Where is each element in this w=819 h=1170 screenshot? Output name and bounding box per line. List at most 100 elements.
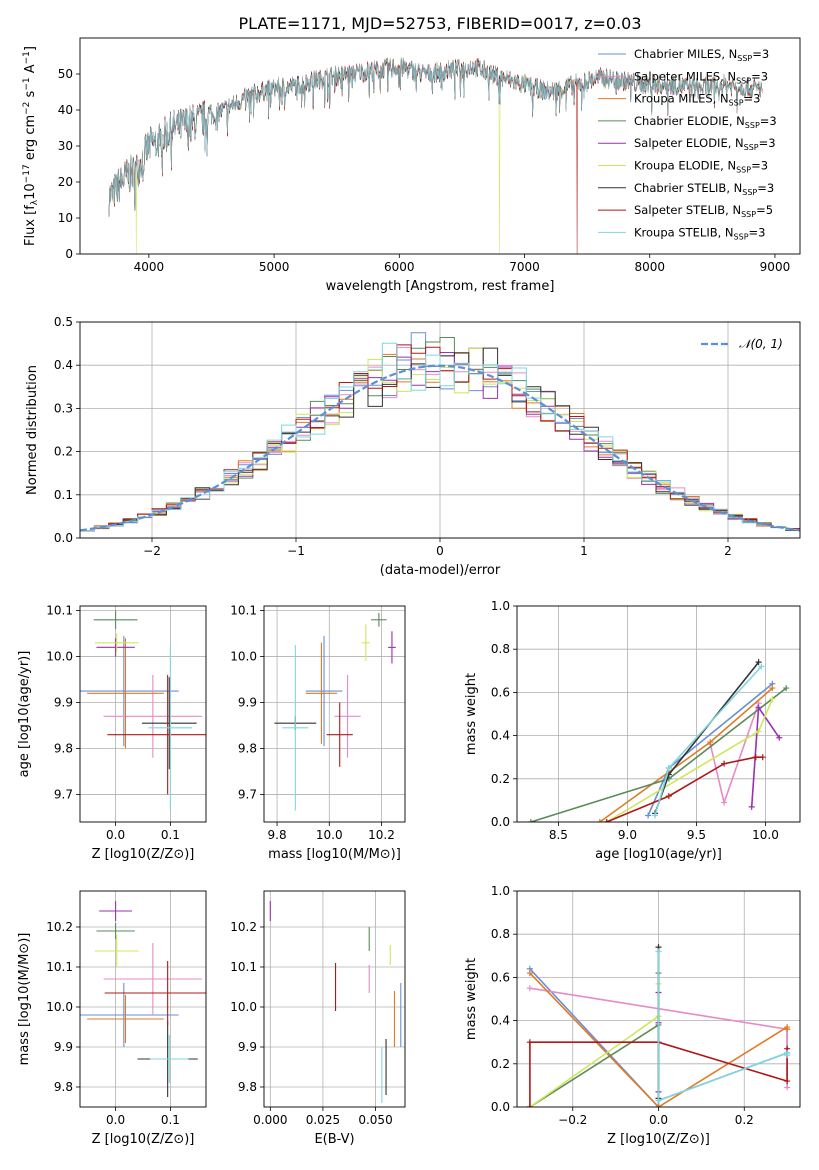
x-axis-label: (data-model)/error [380, 563, 501, 578]
axes-frame [79, 890, 207, 1108]
plus-marker [784, 1084, 791, 1091]
line-path [599, 687, 773, 822]
plus-marker [755, 659, 762, 666]
point-chabrier-miles [305, 635, 343, 747]
x-tick-label: 6000 [384, 260, 415, 274]
histogram-kroupa-stelib [80, 342, 800, 532]
point-chabrier-stelib [141, 677, 197, 770]
panel-residuals: −2 −1 0 1 2 0.0 0.1 0.2 0.3 0.4 0.5 (data-model)/er… [25, 315, 801, 578]
plus-marker [759, 754, 766, 761]
y-tick-label: 9.8 [54, 1080, 73, 1094]
panel-massweight_vs_age: 8.5 9.0 9.5 10.0 0.0 0.2 0.4 0.6 0.8 1.0 age [log1… [464, 599, 801, 862]
line-path [709, 702, 760, 806]
y-tick-label: 0.4 [491, 729, 510, 743]
plus-marker [784, 1052, 791, 1059]
y-tick-label: 9.8 [238, 1080, 257, 1094]
y-tick-label: 10.2 [46, 920, 73, 934]
plus-marker [596, 819, 603, 822]
y-axis-label: Normed distribution [25, 365, 40, 495]
plus-marker [748, 803, 755, 810]
y-tick-label: 0.0 [54, 531, 73, 545]
axes-frame [263, 605, 406, 823]
plot-area [80, 610, 206, 811]
point-kroupa-elodie [94, 935, 139, 967]
plus-marker [665, 793, 672, 800]
panel-age_vs_Z: 0.0 0.1 9.7 9.8 9.9 10.0 10.1 Z [log10(Z/Z⊙)] ag… [17, 604, 207, 862]
y-tick-label: 10.1 [230, 960, 257, 974]
x-tick-label: −2 [143, 544, 161, 558]
normal-curve [80, 364, 800, 532]
y-tick-label: 0.2 [54, 445, 73, 459]
y-tick-label: 10.1 [46, 604, 73, 618]
point-salpeter-miles [334, 674, 361, 758]
x-tick-label: 0 [436, 544, 444, 558]
plus-marker [784, 1078, 791, 1085]
y-tick-label: 0.2 [491, 772, 510, 786]
point-kroupa-stelib [148, 645, 193, 811]
x-tick-label: 0.0 [106, 1113, 125, 1127]
axes-frame [263, 890, 406, 1108]
legend-label-chabrier-miles: Chabrier MILES, NSSP=3 [634, 47, 769, 63]
x-tick-label: 1 [580, 544, 588, 558]
histogram-chabrier-elodie [80, 337, 800, 532]
x-tick-label: 5000 [259, 260, 290, 274]
line-chabrier-elodie [527, 685, 790, 822]
axes-frame [79, 605, 207, 823]
legend-label-salpeter-miles: Salpeter MILES, NSSP=3 [634, 69, 768, 85]
line-salpeter-stelib [603, 754, 766, 822]
x-axis-label: mass [log10(M/M⊙)] [268, 847, 401, 862]
plus-marker [655, 948, 662, 955]
plus-marker [655, 1104, 662, 1107]
plus-marker [603, 819, 610, 822]
y-tick-label: 1.0 [491, 884, 510, 898]
x-axis-label: wavelength [Angstrom, rest frame] [326, 279, 555, 294]
point-salpeter-miles [103, 674, 203, 758]
legend-label-kroupa-elodie: Kroupa ELODIE, NSSP=3 [634, 159, 768, 175]
point-salpeter-elodie [96, 638, 135, 657]
plus-marker [665, 765, 672, 771]
panel-spectrum: 4000 5000 6000 7000 8000 9000 0 10 20 30 40 50 wavel… [22, 37, 801, 294]
x-axis-label: Z [log10(Z/Z⊙)] [92, 1132, 195, 1147]
y-tick-label: 9.8 [238, 741, 257, 755]
plus-marker [645, 812, 652, 819]
x-axis-label: age [log10(age/yr)] [595, 847, 722, 862]
line-path [529, 983, 660, 1107]
plus-marker [758, 663, 765, 670]
point-kroupa-stelib [150, 1035, 189, 1083]
x-tick-label: 4000 [134, 260, 165, 274]
y-tick-label: 10.0 [230, 1000, 257, 1014]
plot-area [80, 332, 800, 532]
legend-label-salpeter-stelib: Salpeter STELIB, NSSP=5 [634, 203, 773, 219]
plot-area [527, 659, 790, 822]
point-chabrier-miles [80, 635, 179, 747]
x-tick-label: 9000 [760, 260, 791, 274]
x-axis-label: E(B-V) [314, 1132, 354, 1147]
point-kroupa-elodie [94, 633, 139, 652]
y-tick-label: 30 [58, 139, 73, 153]
x-tick-label: 10.2 [368, 828, 395, 842]
point-kroupa-stelib [282, 645, 309, 811]
y-axis-label: mass weight [464, 958, 479, 1040]
point-salpeter-elodie [99, 901, 133, 921]
point-salpeter-elodie [388, 631, 396, 664]
plus-marker [783, 685, 790, 692]
x-tick-label: 0.000 [253, 1113, 287, 1127]
x-tick-label: 8000 [634, 260, 665, 274]
point-salpeter-stelib [107, 674, 206, 795]
point-chabrier-miles [80, 983, 179, 1047]
point-chabrier-elodie [93, 610, 138, 629]
point-chabrier-elodie [96, 923, 135, 939]
panel-massweight_vs_Z: −0.2 0.0 0.2 0.0 0.2 0.4 0.6 0.8 1.0 Z [log10(Z/Z… [464, 884, 801, 1147]
plus-marker [526, 1039, 533, 1046]
x-tick-label: 10.0 [752, 828, 779, 842]
y-tick-label: 50 [58, 67, 73, 81]
y-axis-label: Flux [fλ10−17 erg cm−2 s−1 A−1] [22, 46, 40, 246]
plot-area [274, 612, 396, 811]
legend-label-chabrier-elodie: Chabrier ELODIE, NSSP=3 [634, 114, 777, 130]
y-tick-label: 0.8 [491, 927, 510, 941]
plot-area [108, 56, 763, 254]
plus-marker [707, 739, 714, 746]
y-tick-label: 9.8 [54, 741, 73, 755]
line-kroupa-miles [526, 970, 791, 1107]
legend-label-normal: 𝒩(0, 1) [739, 337, 783, 351]
